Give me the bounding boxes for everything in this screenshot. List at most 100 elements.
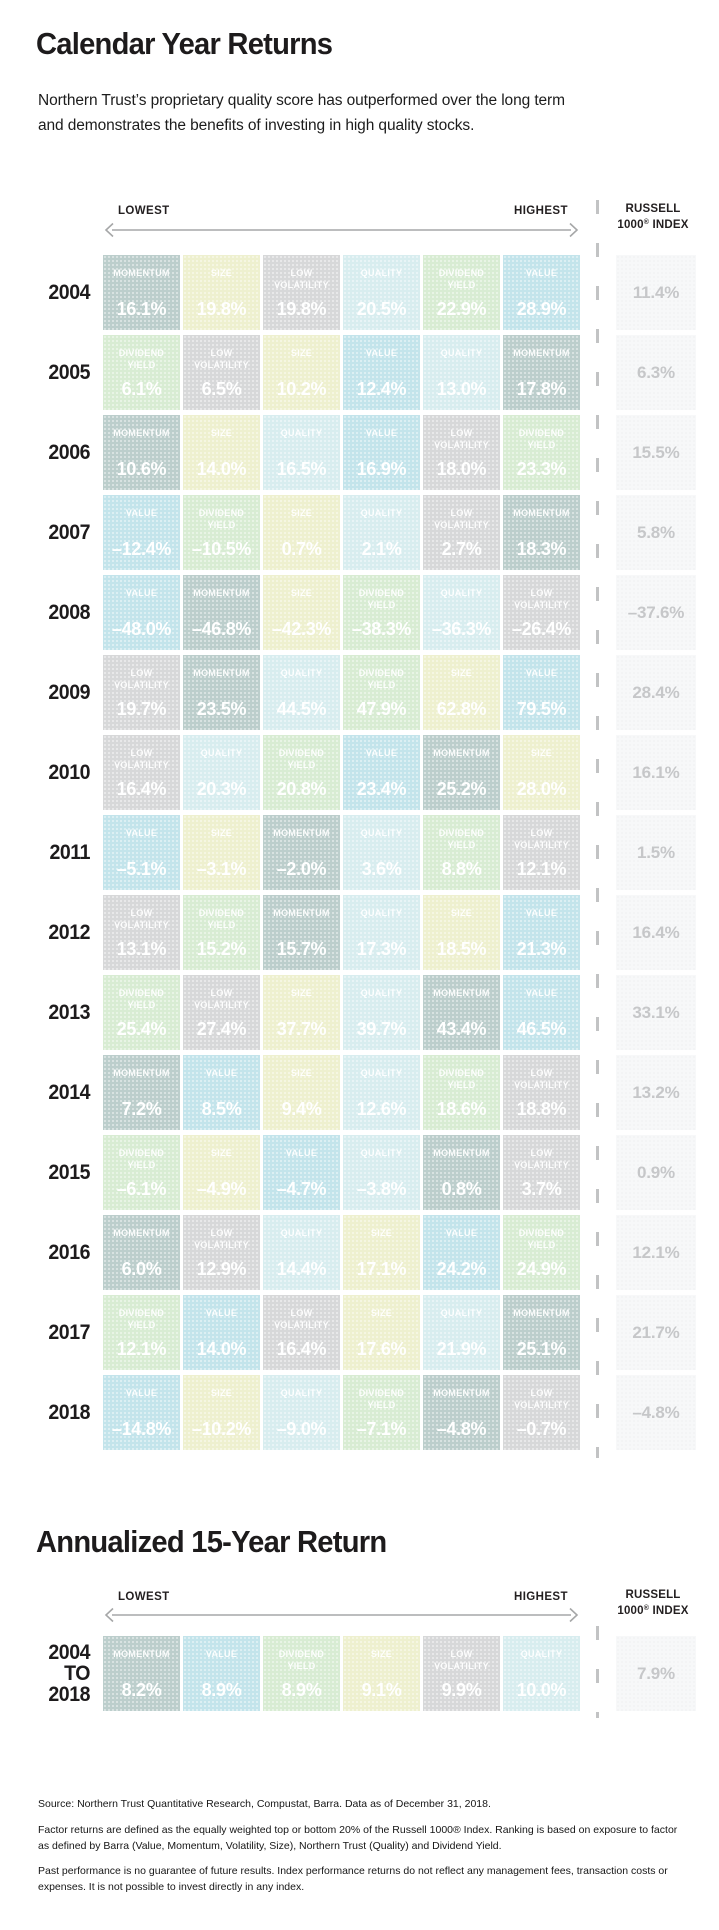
factor-cell-value: 3.6%	[361, 859, 402, 879]
factor-cell: LOW VOLATILITY –26.4%	[503, 575, 580, 650]
factor-cell-value: 13.1%	[116, 939, 167, 959]
year-label: 2013	[6, 975, 90, 1050]
russell-index-cell: 21.7%	[616, 1295, 696, 1370]
year-label-line: 2015	[48, 1161, 90, 1184]
factor-cell-value: 0.8%	[441, 1179, 482, 1199]
table-row: 2010 LOW VOLATILITY 16.4% QUALITY 20.3% DIVID…	[0, 735, 696, 810]
factor-cell-value: 8.2%	[121, 1680, 162, 1700]
factor-cell-label: SIZE	[210, 428, 233, 438]
factor-cell: MOMENTUM 0.8%	[423, 1135, 500, 1210]
factor-cell-value: 20.3%	[196, 779, 247, 799]
factor-cell-value: 9.4%	[281, 1099, 322, 1119]
factor-cell-value: 19.7%	[116, 699, 167, 719]
separator-space	[583, 495, 616, 570]
factor-cell: SIZE 14.0%	[183, 415, 260, 490]
year-label-line: 2004	[48, 1641, 90, 1664]
factor-cell: DIVIDEND YIELD –6.1%	[103, 1135, 180, 1210]
factor-cell: MOMENTUM –2.0%	[263, 815, 340, 890]
factor-cell-value: 17.6%	[356, 1339, 407, 1359]
factor-cell-value: 19.8%	[196, 299, 247, 319]
factor-cell-value: 12.9%	[196, 1259, 247, 1279]
factor-cell-value: –42.3%	[271, 619, 332, 639]
separator-space	[583, 1215, 616, 1290]
factor-cell: SIZE 28.0%	[503, 735, 580, 810]
russell-header-line: RUSSELL	[625, 203, 681, 215]
year-label: 2007	[6, 495, 90, 570]
table-row: 2005 DIVIDEND YIELD 6.1% LOW VOLATILITY 6.5%…	[0, 335, 696, 410]
factor-cell: QUALITY 16.5%	[263, 415, 340, 490]
factor-cell-label: MOMENTUM	[113, 268, 170, 278]
section-title-annualized: Annualized 15-Year Return	[36, 1524, 387, 1559]
factor-cell-label: SIZE	[370, 1649, 393, 1659]
factor-cell-label: VALUE	[205, 1068, 238, 1078]
russell-index-value: 15.5%	[632, 442, 680, 462]
factor-cell: MOMENTUM 23.5%	[183, 655, 260, 730]
factor-cell-value: 13.0%	[436, 379, 487, 399]
factor-cell: VALUE 24.2%	[423, 1215, 500, 1290]
factor-cell-value: 46.5%	[516, 1019, 567, 1039]
separator-space	[583, 1295, 616, 1370]
factor-cell: VALUE 12.4%	[343, 335, 420, 410]
factor-cell-label: SIZE	[290, 348, 313, 358]
russell-index-value: 33.1%	[632, 1002, 680, 1022]
factor-cell-label: LOW VOLATILITY	[194, 1228, 249, 1250]
factor-cell: DIVIDEND YIELD 22.9%	[423, 255, 500, 330]
factor-cell-label: VALUE	[525, 668, 558, 678]
year-label-line: 2018	[48, 1401, 90, 1424]
russell-index-cell: 6.3%	[616, 335, 696, 410]
factor-cell-value: –12.4%	[111, 539, 172, 559]
factor-cell: QUALITY 10.0%	[503, 1636, 580, 1711]
double-arrow-icon	[104, 222, 579, 238]
factor-cell: LOW VOLATILITY 19.8%	[263, 255, 340, 330]
year-label: 2009	[6, 655, 90, 730]
russell-index-cell: 7.9%	[616, 1636, 696, 1711]
factor-cell: LOW VOLATILITY 19.7%	[103, 655, 180, 730]
factor-cell-value: –38.3%	[351, 619, 412, 639]
factor-cell: SIZE 17.6%	[343, 1295, 420, 1370]
factor-cell: QUALITY 20.3%	[183, 735, 260, 810]
subtitle-line: Northern Trust’s proprietary quality sco…	[38, 92, 565, 109]
factor-cell-value: 0.7%	[281, 539, 322, 559]
factor-cell-value: 6.0%	[121, 1259, 162, 1279]
russell-index-cell: 5.8%	[616, 495, 696, 570]
factor-cell-label: QUALITY	[360, 1148, 403, 1158]
factor-cell-label: VALUE	[525, 988, 558, 998]
factor-cell-label: DIVIDEND YIELD	[358, 668, 405, 690]
factor-cell-label: QUALITY	[360, 268, 403, 278]
table-row: 2006 MOMENTUM 10.6% SIZE 14.0% QUALITY 16.5% VA…	[0, 415, 696, 490]
factor-cell-label: MOMENTUM	[273, 908, 330, 918]
lowest-label: LOWEST	[118, 205, 170, 217]
russell-index-cell: 33.1%	[616, 975, 696, 1050]
factor-cell-label: VALUE	[125, 588, 158, 598]
factor-cell: VALUE 23.4%	[343, 735, 420, 810]
factor-cell-label: MOMENTUM	[273, 828, 330, 838]
factor-cell: SIZE 37.7%	[263, 975, 340, 1050]
factor-cell: MOMENTUM 25.2%	[423, 735, 500, 810]
russell-index-value: 5.8%	[637, 522, 675, 542]
factor-cell-label: LOW VOLATILITY	[194, 988, 249, 1010]
russell-header-line: 1000® INDEX	[617, 1605, 689, 1617]
factor-cell-label: DIVIDEND YIELD	[518, 1228, 565, 1250]
factor-cell: DIVIDEND YIELD 8.9%	[263, 1636, 340, 1711]
russell-index-value: 7.9%	[637, 1663, 675, 1683]
separator-space	[583, 735, 616, 810]
factor-cell: LOW VOLATILITY 18.8%	[503, 1055, 580, 1130]
year-label-line: 2005	[48, 361, 90, 384]
russell-index-cell: 11.4%	[616, 255, 696, 330]
factor-cell: SIZE –4.9%	[183, 1135, 260, 1210]
factor-cell-value: 14.0%	[196, 459, 247, 479]
factor-cell-value: 16.5%	[276, 459, 327, 479]
factor-cell-label: VALUE	[445, 1228, 478, 1238]
factor-cell-label: MOMENTUM	[113, 1228, 170, 1238]
russell-index-value: 1.5%	[637, 842, 675, 862]
russell-index-value: 12.1%	[632, 1242, 680, 1262]
factor-cell-value: –2.0%	[276, 859, 327, 879]
year-label-line: 2016	[48, 1241, 90, 1264]
factor-cell-value: 22.9%	[436, 299, 487, 319]
factor-cell-value: 3.7%	[521, 1179, 562, 1199]
year-label: 2010	[6, 735, 90, 810]
footnote-definition: Factor returns are defined as the equall…	[38, 1824, 678, 1852]
factor-cell: LOW VOLATILITY 2.7%	[423, 495, 500, 570]
factor-cell: QUALITY 12.6%	[343, 1055, 420, 1130]
registered-mark: ®	[643, 1605, 650, 1612]
